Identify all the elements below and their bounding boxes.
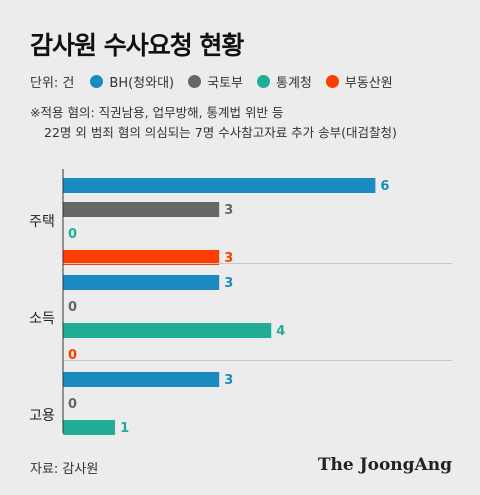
brand-logo: The JoongAng	[317, 455, 452, 475]
legend-item-reb: 부동산원	[325, 72, 393, 91]
legend-label-kostat: 통계청	[276, 76, 312, 91]
source-label: 자료: 감사원	[30, 462, 99, 477]
legend: 단위: 건 BH(청와대) 국토부 통계청 부동산원	[30, 72, 407, 91]
legend-item-kostat: 통계청	[257, 72, 312, 91]
value-label-housing-bh: 6	[380, 179, 389, 194]
category-label-income: 소득	[29, 311, 55, 327]
footnote-line-1: ※적용 혐의: 직권남용, 업무방해, 통계법 위반 등	[30, 105, 284, 120]
category-label-housing: 주택	[29, 214, 55, 230]
bar-employment-bh	[63, 372, 220, 387]
value-label-employment-bh: 3	[224, 373, 233, 388]
value-label-income-molit: 0	[68, 300, 77, 315]
legend-swatch-bh	[90, 75, 104, 88]
unit-label: 단위: 건	[30, 76, 75, 91]
value-label-housing-molit: 3	[224, 203, 233, 218]
value-label-employment-kostat: 1	[120, 421, 129, 435]
legend-swatch-molit	[188, 75, 202, 88]
bar-employment-kostat	[63, 420, 116, 435]
legend-label-reb: 부동산원	[344, 76, 393, 91]
footnote-line-2: 22명 외 범죄 혐의 의심되는 7명 수사참고자료 추가 송부(대검찰청)	[44, 125, 397, 140]
legend-item-molit: 국토부	[188, 72, 243, 91]
bar-income-kostat	[63, 323, 272, 338]
bar-housing-reb	[63, 250, 220, 265]
legend-label-bh: BH(청와대)	[109, 76, 175, 91]
category-label-employment: 고용	[29, 408, 55, 424]
value-label-housing-reb: 3	[224, 251, 233, 266]
bar-housing-bh	[63, 178, 376, 193]
bar-housing-molit	[63, 202, 220, 217]
value-label-income-kostat: 4	[276, 324, 285, 339]
footnote: ※적용 혐의: 직권남용, 업무방해, 통계법 위반 등 22명 외 범죄 혐의…	[30, 103, 397, 143]
value-label-income-reb: 0	[68, 348, 77, 363]
legend-swatch-reb	[325, 75, 339, 88]
bar-income-bh	[63, 275, 220, 290]
legend-item-bh: BH(청와대)	[90, 72, 174, 91]
value-label-income-bh: 3	[224, 276, 233, 291]
value-label-housing-kostat: 0	[68, 227, 77, 242]
legend-label-molit: 국토부	[207, 76, 244, 91]
legend-swatch-kostat	[257, 75, 271, 88]
value-label-employment-molit: 0	[68, 397, 77, 412]
chart-title: 감사원 수사요청 현황	[30, 31, 244, 60]
bar-chart: 주택6303소득3040고용3010	[29, 169, 452, 435]
